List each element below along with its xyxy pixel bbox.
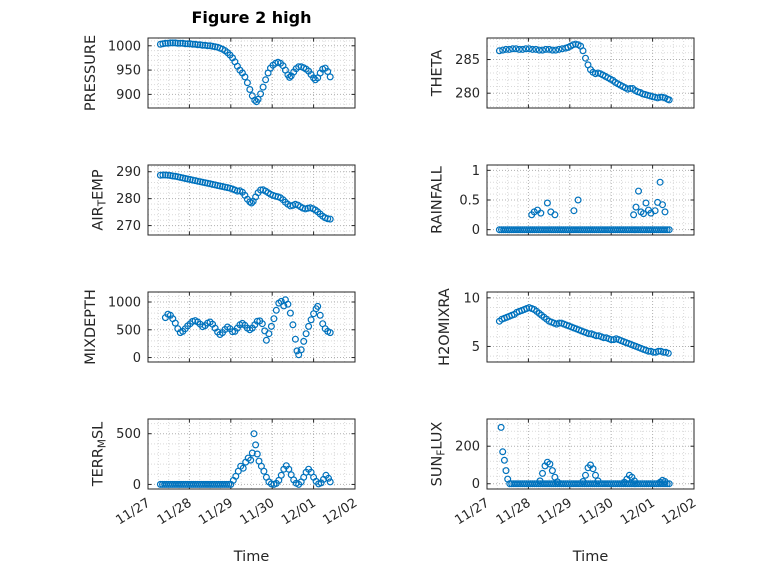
minor-grid xyxy=(487,419,694,489)
scatter-markers xyxy=(156,430,334,488)
x-tick-label: 11/28 xyxy=(155,496,195,529)
x-tick-label: 11/29 xyxy=(196,496,236,529)
major-grid xyxy=(148,38,355,108)
axes-box xyxy=(486,164,695,236)
y-tick-label: 5 xyxy=(472,340,480,355)
x-tick-label: 11/30 xyxy=(577,496,617,529)
subplot-terr-msl: 0 500 11/27 11/28 11/29 11/30 12/01 12/02 TERRMS… xyxy=(91,418,360,529)
minor-grid xyxy=(148,38,355,108)
subplot-pressure: 900 950 1000 PRESSURE xyxy=(83,35,356,111)
axes-box xyxy=(486,37,695,109)
y-tick-label: 500 xyxy=(116,323,141,338)
scatter-markers xyxy=(495,304,672,357)
y-tick-label: 0 xyxy=(472,477,480,492)
y-axis-label-air-temp: AIRTEMP xyxy=(91,169,109,230)
subplot-mixdepth: 0 500 1000 MIXDEPTH xyxy=(83,289,356,366)
tick-marks xyxy=(486,38,695,108)
scatter-markers xyxy=(161,296,334,359)
x-tick-label: 12/02 xyxy=(320,496,360,529)
x-tick-label: 12/01 xyxy=(279,496,319,529)
y-axis-label-rainfall: RAINFALL xyxy=(430,166,446,234)
y-tick-label: 1 xyxy=(472,164,480,179)
y-tick-label: 280 xyxy=(455,87,480,102)
y-tick-label: 0 xyxy=(472,223,480,238)
x-tick-label: 11/30 xyxy=(238,496,278,529)
axes-box xyxy=(147,291,356,363)
subplot-rainfall: 0 0.5 1 RAINFALL xyxy=(430,164,695,238)
x-tick-label: 12/01 xyxy=(618,496,658,529)
y-tick-label: 280 xyxy=(116,192,141,207)
y-tick-label: 0 xyxy=(133,478,141,493)
y-tick-label: 200 xyxy=(455,440,480,455)
x-tick-label: 11/29 xyxy=(535,496,575,529)
tick-marks xyxy=(147,292,356,362)
y-axis-label-terr-msl: TERRMSL xyxy=(91,422,109,488)
axes-box xyxy=(486,291,695,363)
figure-title: Figure 2 high xyxy=(191,8,312,27)
y-tick-label: 500 xyxy=(116,427,141,442)
tick-marks xyxy=(486,292,695,362)
y-axis-label-theta: THETA xyxy=(430,50,446,98)
minor-grid xyxy=(148,419,355,489)
axes-box xyxy=(147,37,356,109)
tick-marks xyxy=(147,419,356,489)
y-tick-label: 950 xyxy=(116,64,141,79)
scatter-markers xyxy=(495,178,673,234)
x-axis-label-left: Time xyxy=(233,549,270,565)
axes-box xyxy=(147,164,356,236)
tick-marks xyxy=(147,38,356,108)
x-tick-label: 11/27 xyxy=(452,496,492,529)
y-tick-label: 0.5 xyxy=(459,194,480,209)
major-grid xyxy=(487,419,694,489)
scatter-markers xyxy=(497,423,673,488)
minor-grid xyxy=(487,165,694,235)
tick-marks xyxy=(486,419,695,489)
y-tick-label: 290 xyxy=(116,165,141,180)
x-axis-label-right: Time xyxy=(572,549,609,565)
major-grid xyxy=(487,165,694,235)
y-tick-label: 900 xyxy=(116,88,141,103)
axes-box xyxy=(486,418,695,490)
y-tick-label: 10 xyxy=(463,291,480,306)
y-tick-label: 0 xyxy=(133,351,141,366)
scatter-markers xyxy=(495,40,673,104)
y-axis-label-h2omixra: H2OMIXRA xyxy=(437,288,453,366)
y-tick-label: 285 xyxy=(455,53,480,68)
subplot-theta: 280 285 THETA xyxy=(430,37,695,109)
y-tick-label: 1000 xyxy=(108,296,141,311)
y-axis-label-sun-flux: SUNFLUX xyxy=(430,422,448,487)
axes-box xyxy=(147,418,356,490)
y-tick-label: 1000 xyxy=(108,39,141,54)
x-tick-label: 11/28 xyxy=(494,496,534,529)
subplot-sun-flux: 0 200 11/27 11/28 11/29 11/30 12/01 12/02 SUNFLU… xyxy=(430,418,699,529)
y-tick-label: 270 xyxy=(116,219,141,234)
tick-marks xyxy=(147,165,356,235)
scatter-markers xyxy=(156,39,334,106)
y-axis-label-mixdepth: MIXDEPTH xyxy=(83,289,99,365)
tick-marks xyxy=(486,165,695,235)
subplot-air-temp: 270 280 290 AIRTEMP xyxy=(91,164,356,236)
x-tick-label: 11/27 xyxy=(113,496,153,529)
x-tick-label: 12/02 xyxy=(659,496,699,529)
subplot-h2omixra: 5 10 H2OMIXRA xyxy=(437,288,695,366)
y-axis-label-pressure: PRESSURE xyxy=(83,35,99,111)
major-grid xyxy=(148,419,355,489)
scatter-markers xyxy=(156,171,334,223)
